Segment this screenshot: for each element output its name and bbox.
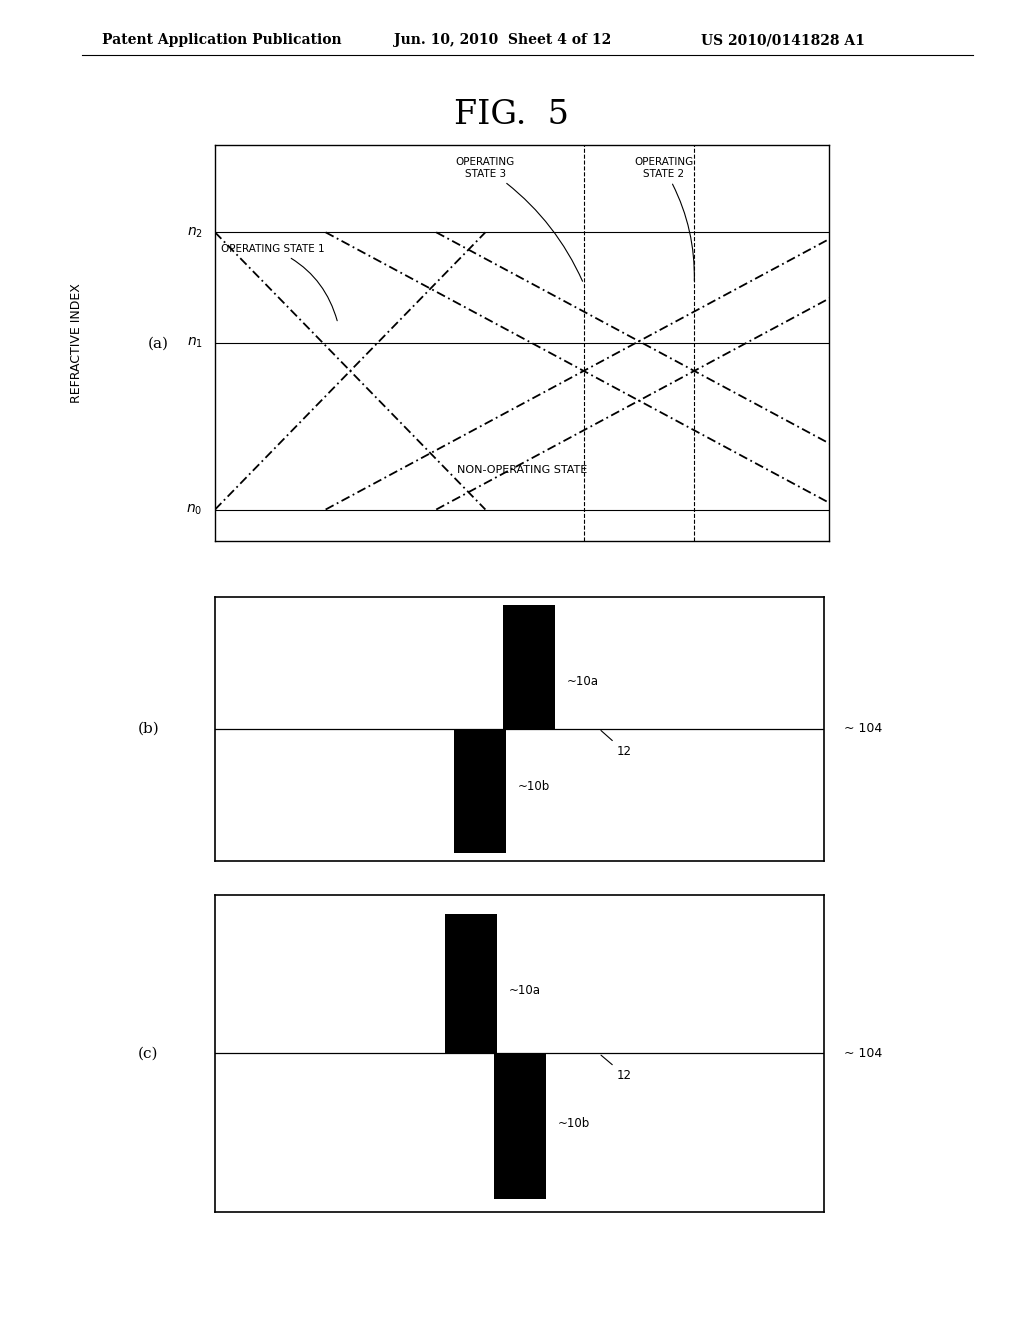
Text: OPERATING STATE 1: OPERATING STATE 1 [221,244,337,321]
Text: ~10a: ~10a [567,675,599,688]
Text: $n_1$: $n_1$ [186,337,203,350]
Text: US 2010/0141828 A1: US 2010/0141828 A1 [701,33,865,48]
Text: $n_0$: $n_0$ [186,503,203,516]
Bar [494,1053,546,1199]
Text: Patent Application Publication: Patent Application Publication [102,33,342,48]
Text: ~10b: ~10b [558,1117,590,1130]
Text: NON-OPERATING STATE: NON-OPERATING STATE [457,465,588,475]
Text: (b): (b) [137,722,160,735]
Text: OPERATING
STATE 3: OPERATING STATE 3 [456,157,583,281]
Text: ~ 104: ~ 104 [844,722,882,735]
Bar [445,913,497,1053]
Bar [455,729,506,853]
Text: 12: 12 [601,1055,632,1081]
Text: ~10b: ~10b [518,780,551,793]
Text: ~10a: ~10a [509,983,541,997]
Text: REFRACTIVE INDEX: REFRACTIVE INDEX [71,284,83,403]
Text: FIG.  5: FIG. 5 [455,99,569,131]
Text: 12: 12 [601,730,632,758]
Text: OPERATING
STATE 2: OPERATING STATE 2 [634,157,694,281]
Bar [503,605,555,729]
Text: (a): (a) [148,337,169,350]
Text: $n_2$: $n_2$ [186,226,203,239]
Text: Jun. 10, 2010  Sheet 4 of 12: Jun. 10, 2010 Sheet 4 of 12 [394,33,611,48]
Text: (c): (c) [138,1047,159,1060]
Text: ~ 104: ~ 104 [844,1047,882,1060]
